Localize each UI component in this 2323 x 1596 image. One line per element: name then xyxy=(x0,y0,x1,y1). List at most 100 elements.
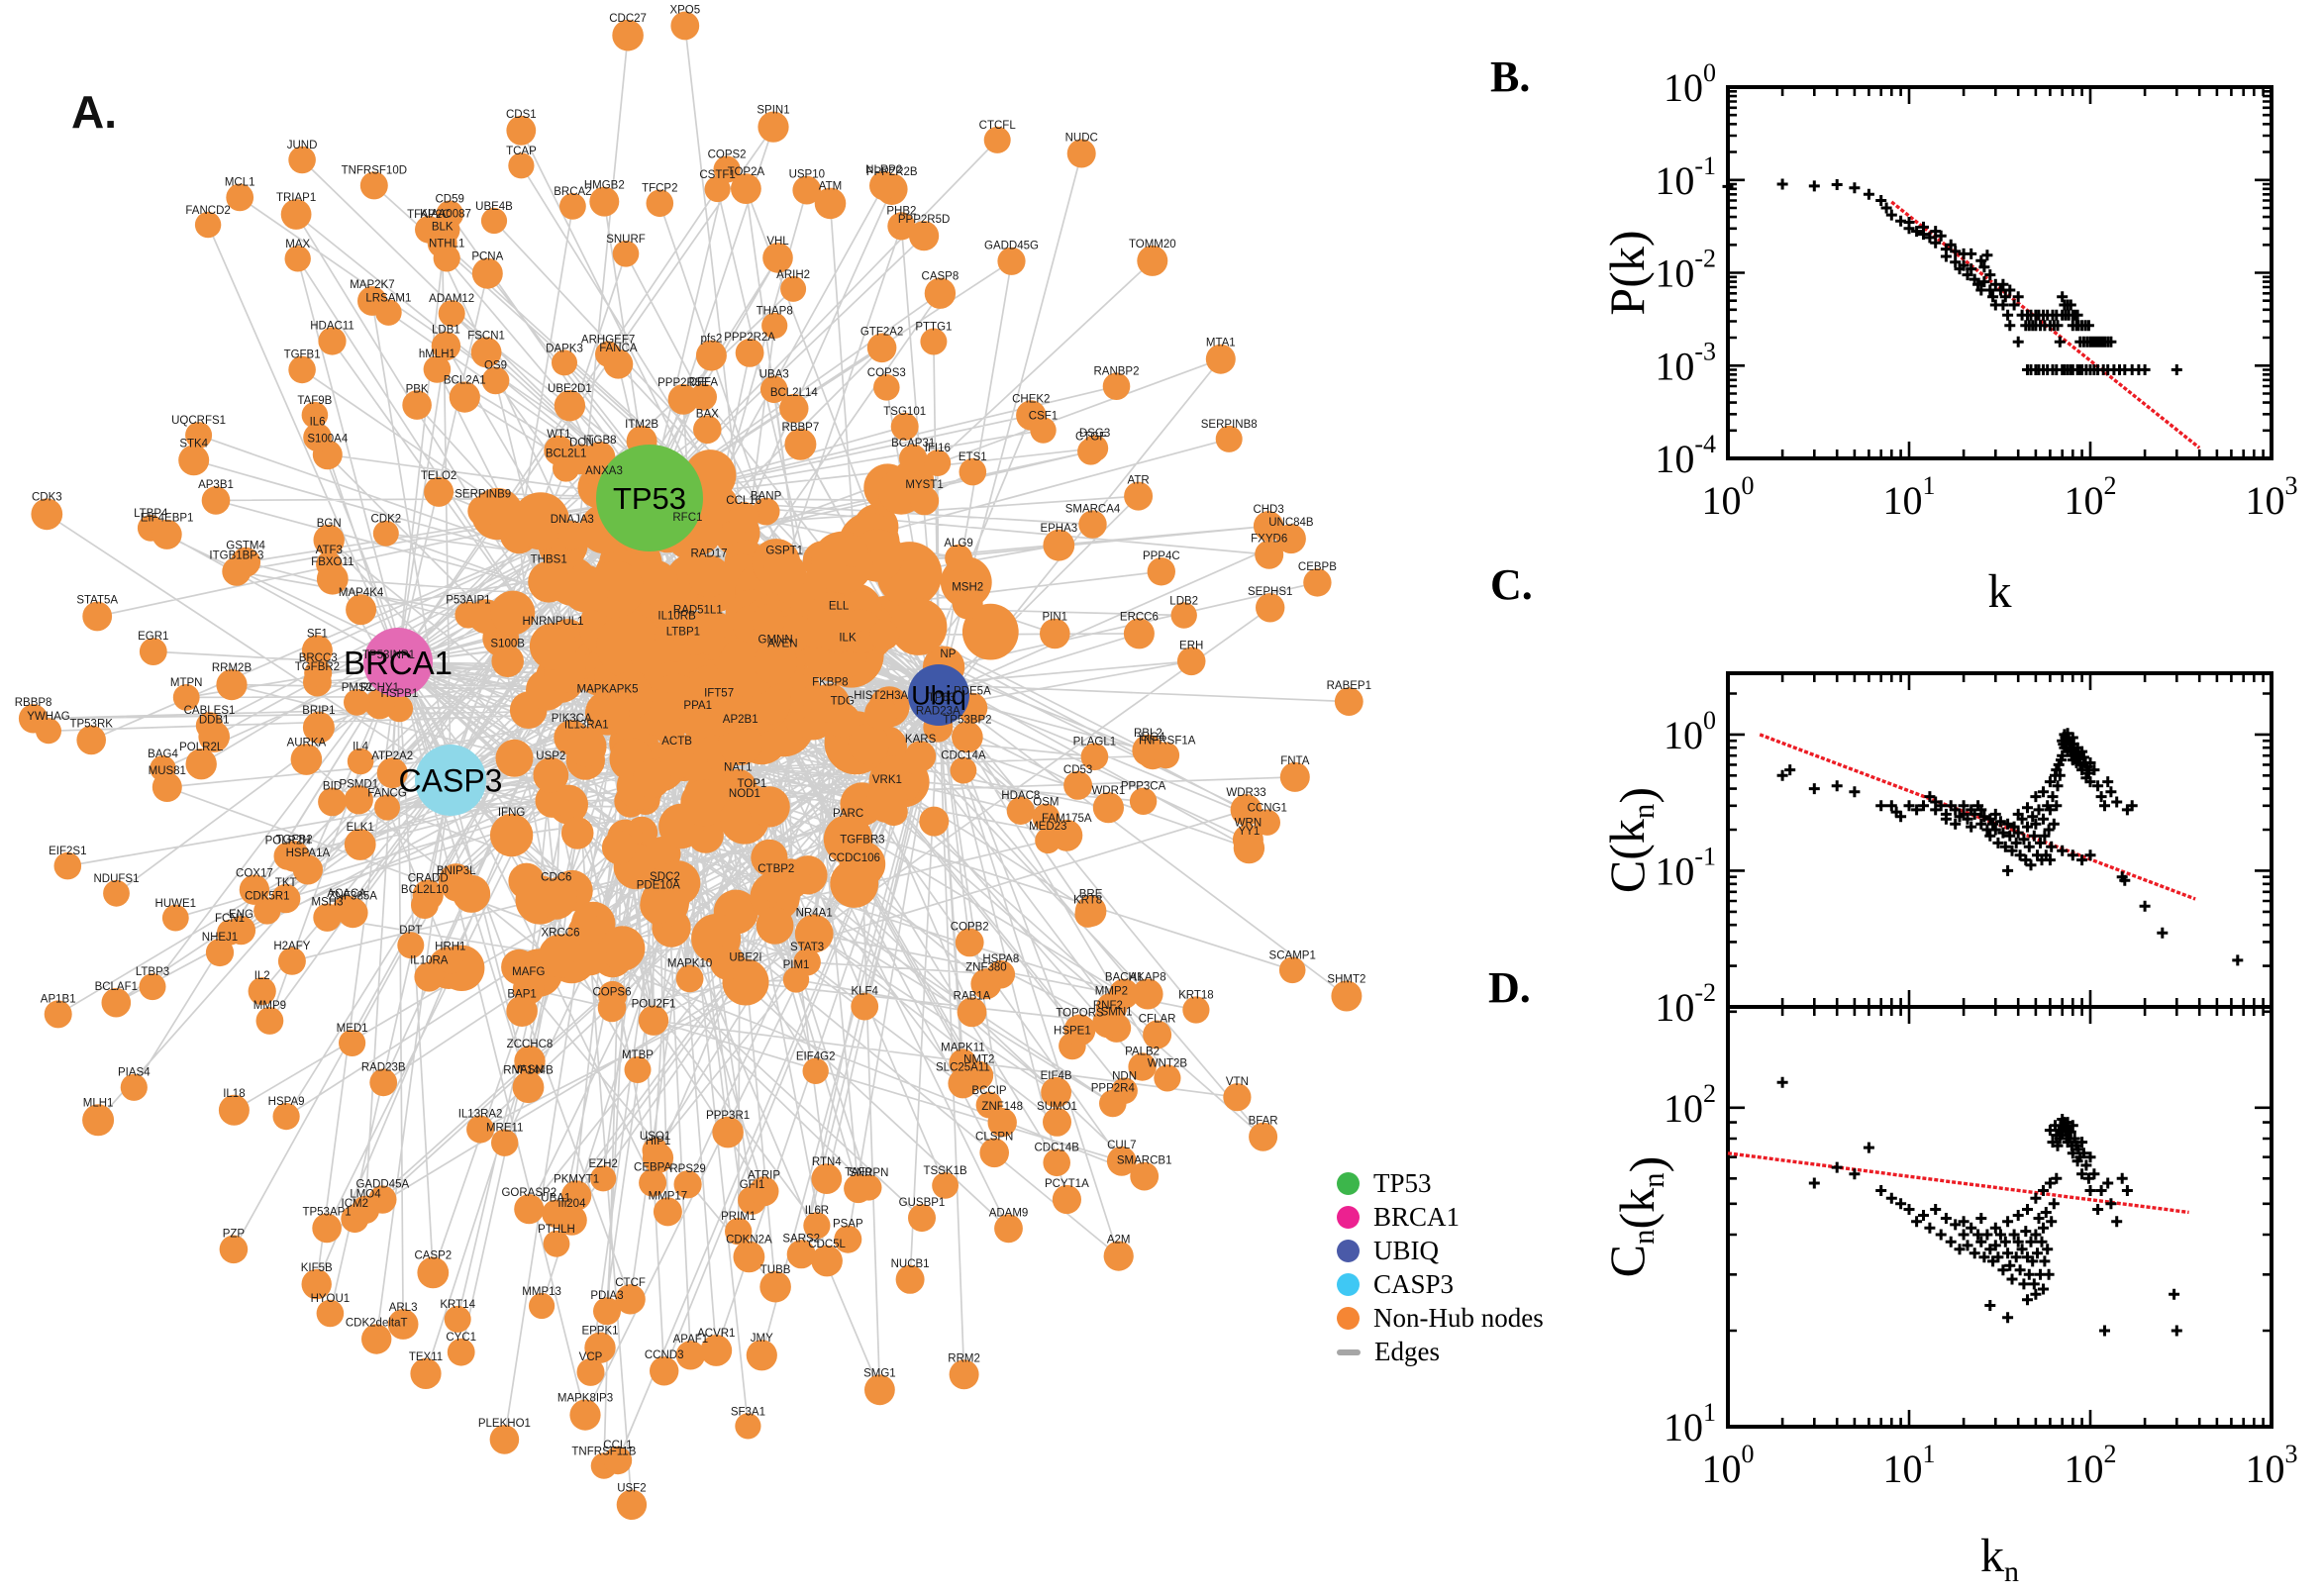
casp3-hub-circle xyxy=(415,745,486,816)
network-node-label: LIG4 xyxy=(1141,732,1166,744)
network-node-label: ARHGEF7 xyxy=(581,335,635,347)
x-tick-label: 101 xyxy=(1883,1440,1936,1491)
network-node xyxy=(514,1194,545,1225)
network-node-label: AVEN xyxy=(767,639,797,650)
network-node xyxy=(593,1297,621,1326)
network-node-label: NMT2 xyxy=(963,1054,994,1066)
network-node xyxy=(560,817,594,849)
network-node-label: NAT1 xyxy=(724,762,753,774)
network-node xyxy=(779,393,809,424)
network-node xyxy=(205,938,235,967)
network-node xyxy=(511,492,570,550)
network-node-label: KRT14 xyxy=(440,1299,475,1311)
network-node-label: SPIN1 xyxy=(757,105,789,117)
network-node-label: SHMT2 xyxy=(1327,973,1365,985)
network-node-label: COX17 xyxy=(236,868,273,880)
network-node xyxy=(411,891,439,919)
y-tick-label: 10-2 xyxy=(1655,978,1716,1030)
network-node xyxy=(372,520,399,547)
network-node-label: KLF4 xyxy=(851,986,878,998)
network-node xyxy=(172,684,200,711)
network-node xyxy=(1154,1064,1181,1092)
network-node-label: MAX xyxy=(285,239,310,250)
network-node-label: ITGB1BP3 xyxy=(209,550,263,562)
network-node-label: CLSPN xyxy=(975,1132,1013,1144)
network-node xyxy=(597,993,627,1023)
network-node-label: POU2F1 xyxy=(632,999,676,1011)
network-node xyxy=(961,603,1019,660)
network-node-label: HSPA8 xyxy=(982,953,1019,965)
node-swatch-icon xyxy=(1337,1273,1360,1296)
network-node xyxy=(673,1170,702,1199)
network-node-label: ATP2A2 xyxy=(371,750,413,762)
network-node xyxy=(441,871,471,902)
network-node-label: JMY xyxy=(751,1333,773,1345)
network-panel: TP53 BRCA1 Ubiq CASP3 USF2 ICM2 CDC6 COPS6 COPS2… xyxy=(15,5,1371,1521)
network-node xyxy=(811,1245,843,1277)
network-node-label: TOPORS xyxy=(1056,1008,1104,1020)
network-node-label: CABLES1 xyxy=(184,705,236,717)
network-node-label: PTTG1 xyxy=(915,322,952,334)
network-node-label: PDIA3 xyxy=(590,1290,623,1302)
network-node-label: NLRP2 xyxy=(865,164,902,176)
network-node-label: IL10RB xyxy=(657,611,696,623)
network-node xyxy=(248,977,276,1006)
network-node xyxy=(887,212,916,241)
network-node-label: CHEK2 xyxy=(1012,393,1050,405)
network-node xyxy=(667,384,699,415)
network-node-label: ICM2 xyxy=(342,1198,368,1210)
network-node-label: HIST2H3A xyxy=(854,690,908,702)
network-node xyxy=(1334,687,1364,716)
network-node-label: IFT57 xyxy=(704,688,734,700)
node-swatch-icon xyxy=(1337,1307,1360,1330)
y-tick-label: 101 xyxy=(1664,1398,1716,1449)
network-node-label: EIF4B xyxy=(1041,1070,1072,1082)
network-node xyxy=(219,1235,249,1264)
network-node-label: IL6R xyxy=(805,1205,829,1217)
network-node-label: THBS1 xyxy=(531,554,567,566)
network-node xyxy=(437,948,463,974)
network-node-label: TOP1 xyxy=(737,778,766,790)
network-node-label: PHB2 xyxy=(886,205,916,217)
legend-item-label: TP53 xyxy=(1373,1168,1432,1198)
network-node-label: SLC25A11 xyxy=(936,1061,990,1073)
network-node xyxy=(506,995,538,1027)
network-node-label: GUSBP1 xyxy=(899,1197,946,1209)
network-node-label: MTPN xyxy=(170,677,203,689)
legend-item-label: UBIQ xyxy=(1373,1236,1439,1265)
network-node xyxy=(1063,1014,1096,1047)
network-node xyxy=(218,1094,250,1126)
network-node-label: RAB1A xyxy=(954,990,991,1002)
network-node xyxy=(1066,139,1096,168)
network-node-label: PMS2 xyxy=(342,682,372,694)
network-node xyxy=(417,1256,450,1289)
network-node-label: EPHA3 xyxy=(1040,523,1077,535)
network-node-label: ACVR1 xyxy=(697,1328,735,1340)
network-node xyxy=(161,904,189,932)
network-node-label: TP53AP1 xyxy=(302,1207,351,1219)
network-node xyxy=(1279,761,1310,792)
network-node-label: BID xyxy=(323,781,342,793)
network-node-label: NOD1 xyxy=(729,788,760,800)
network-node xyxy=(535,783,569,818)
network-node-label: BCL2L14 xyxy=(770,387,819,399)
network-node xyxy=(784,428,817,460)
network-node xyxy=(178,445,210,476)
network-node xyxy=(1030,417,1057,444)
network-node xyxy=(1102,372,1131,401)
network-node xyxy=(53,851,82,880)
network-node xyxy=(1182,996,1210,1024)
network-node-label: SF1 xyxy=(307,629,328,641)
x-tick-label: 100 xyxy=(1702,471,1755,523)
network-node-label: COPS3 xyxy=(867,367,906,379)
network-node-label: AP1B1 xyxy=(41,994,76,1006)
network-node xyxy=(543,1230,570,1257)
network-node xyxy=(1040,618,1070,649)
x-tick-label: 100 xyxy=(1702,1440,1755,1491)
network-node-label: RBBP8 xyxy=(15,697,52,709)
network-node xyxy=(361,1324,392,1354)
network-node-label: PPP2R5E xyxy=(657,377,709,389)
network-node xyxy=(950,756,977,784)
network-node-label: CDC5L xyxy=(808,1239,846,1250)
network-node-label: ATRIP xyxy=(748,1169,780,1181)
